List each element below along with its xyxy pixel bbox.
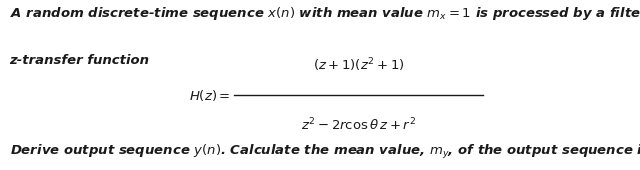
Text: z-transfer function: z-transfer function bbox=[10, 54, 150, 67]
Text: $H(z) = $: $H(z) = $ bbox=[189, 88, 230, 103]
Text: $(z + 1)(z^2 + 1)$: $(z + 1)(z^2 + 1)$ bbox=[312, 57, 404, 74]
Text: $z^2 - 2r\cos\theta\, z + r^2$: $z^2 - 2r\cos\theta\, z + r^2$ bbox=[301, 117, 416, 133]
Text: A random discrete-time sequence $x(n)$ with mean value $m_x = 1$ is processed by: A random discrete-time sequence $x(n)$ w… bbox=[10, 5, 640, 22]
Text: Derive output sequence $y(n)$. Calculate the mean value, $m_y$, of the output se: Derive output sequence $y(n)$. Calculate… bbox=[10, 143, 640, 161]
